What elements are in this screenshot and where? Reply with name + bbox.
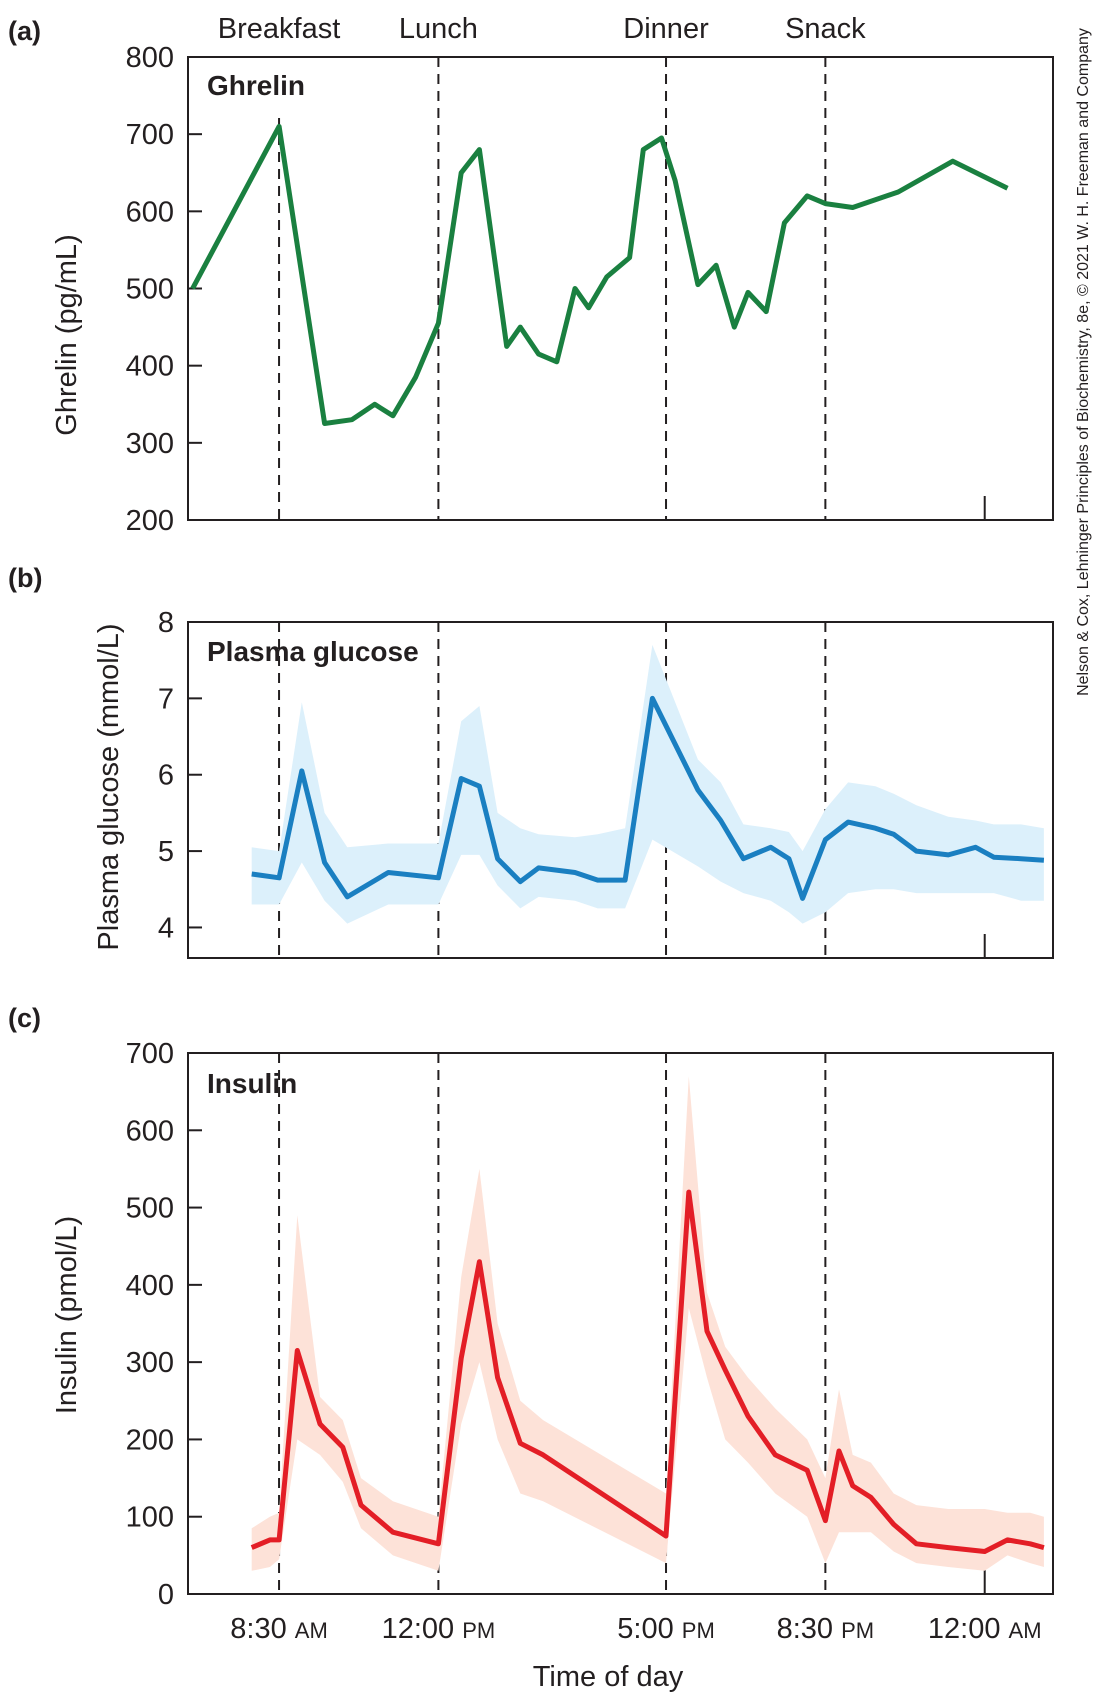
plasma-glucose-y-tick-label: 7 <box>158 683 174 715</box>
x-tick-time: 8:30 <box>777 1613 842 1645</box>
ghrelin-y-tick-label: 600 <box>126 196 174 228</box>
meal-label-lunch: Lunch <box>399 13 478 45</box>
ghrelin-y-tick-label: 200 <box>126 505 174 537</box>
insulin-y-tick-label: 100 <box>126 1502 174 1534</box>
insulin-y-tick-label: 600 <box>126 1115 174 1147</box>
plasma-glucose-series-line <box>251 695 1045 901</box>
x-tick-ampm: AM <box>295 1618 328 1643</box>
x-tick-time: 12:00 <box>382 1613 463 1645</box>
glucose-panel-title: Plasma glucose <box>207 636 419 667</box>
x-tick-ampm: PM <box>462 1618 495 1643</box>
insulin-y-tick-label: 0 <box>158 1579 174 1611</box>
ghrelin-y-tick-label: 500 <box>126 274 174 306</box>
x-tick-time: 8:30 <box>230 1613 295 1645</box>
plasma-glucose-y-tick-label: 8 <box>158 607 174 639</box>
plasma-glucose-y-tick-label: 5 <box>158 836 174 868</box>
insulin-series-line <box>250 1189 1045 1554</box>
panel-letter-c: (c) <box>8 1003 41 1033</box>
plasma-glucose-confidence-band <box>251 644 1044 924</box>
x-tick-time: 5:00 <box>617 1613 682 1645</box>
insulin-y-tick-label: 300 <box>126 1347 174 1379</box>
insulin-y-axis-label: Insulin (pmol/L) <box>51 1216 83 1414</box>
ghrelin-y-tick-label: 400 <box>126 351 174 383</box>
x-tick-ampm: PM <box>841 1618 874 1643</box>
meal-label-dinner: Dinner <box>623 13 709 45</box>
panel-letter-b: (b) <box>8 563 42 593</box>
insulin-y-tick-label: 400 <box>126 1270 174 1302</box>
ghrelin-series-line <box>190 123 1009 426</box>
insulin-plot-frame <box>187 1052 1054 1595</box>
ghrelin-plot-frame <box>187 56 1054 521</box>
credit-line: Nelson & Cox, Lehninger Principles of Bi… <box>1075 28 1092 696</box>
meal-labels: Breakfast Lunch Dinner Snack <box>218 13 866 45</box>
ghrelin-y-tick-label: 700 <box>126 119 174 151</box>
x-tick-label: 12:00 PM <box>382 1613 496 1645</box>
glucose-y-axis-label: Plasma glucose (mmol/L) <box>93 623 125 950</box>
insulin-y-tick-label: 700 <box>126 1038 174 1070</box>
plasma-glucose-y-tick-label: 4 <box>158 912 174 944</box>
ghrelin-y-axis-label: Ghrelin (pg/mL) <box>51 234 83 435</box>
insulin-panel: Insulin (pmol/L) 0 100 200 300 400 500 600 700 I… <box>51 1038 1054 1611</box>
insulin-y-tick-label: 200 <box>126 1424 174 1456</box>
insulin-confidence-band <box>251 1076 1044 1571</box>
x-tick-label: 12:00 AM <box>928 1613 1042 1645</box>
meal-label-snack: Snack <box>785 13 866 45</box>
insulin-y-tick-label: 500 <box>126 1193 174 1225</box>
x-tick-label: 8:30 AM <box>230 1613 328 1645</box>
x-tick-ampm: AM <box>1009 1618 1042 1643</box>
ghrelin-panel: Ghrelin (pg/mL) 200 300 400 500 600 700 800 Ghr… <box>51 42 1054 537</box>
plasma-glucose-y-tick-label: 6 <box>158 760 174 792</box>
x-tick-time: 12:00 <box>928 1613 1009 1645</box>
meal-label-breakfast: Breakfast <box>218 13 341 45</box>
insulin-panel-title: Insulin <box>207 1068 297 1099</box>
x-tick-label: 8:30 PM <box>777 1613 875 1645</box>
panel-letter-a: (a) <box>8 16 41 46</box>
x-tick-labels: 8:30 AM 12:00 PM 5:00 PM 8:30 PM 12:00 AM <box>230 1613 1041 1645</box>
ghrelin-panel-title: Ghrelin <box>207 70 305 101</box>
x-axis-title: Time of day <box>533 1661 684 1693</box>
glucose-panel: Plasma glucose (mmol/L) 4 5 6 7 8 Plasma gluc… <box>93 607 1054 959</box>
x-tick-label: 5:00 PM <box>617 1613 715 1645</box>
ghrelin-y-tick-label: 800 <box>126 42 174 74</box>
plasma-glucose-plot-frame <box>187 621 1054 959</box>
ghrelin-y-tick-label: 300 <box>126 428 174 460</box>
x-tick-ampm: PM <box>682 1618 715 1643</box>
